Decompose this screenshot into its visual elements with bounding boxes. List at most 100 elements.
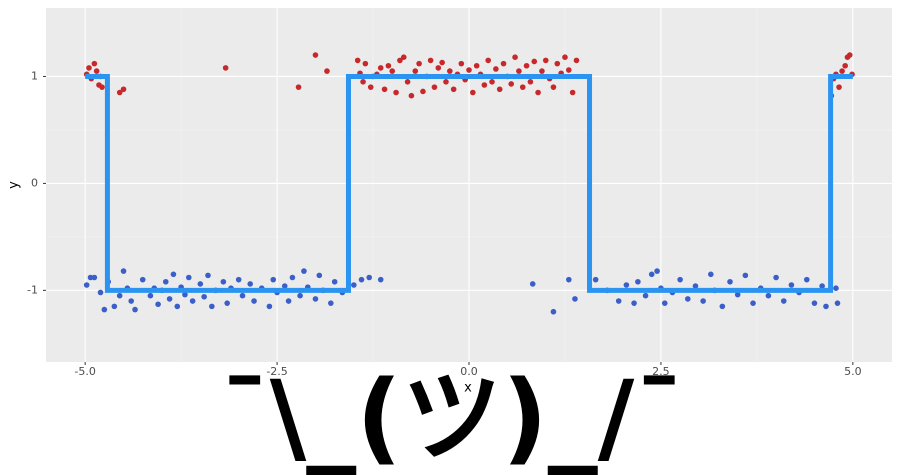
point (289, 274, 296, 281)
point (412, 68, 419, 74)
point (185, 274, 192, 281)
point (297, 292, 303, 299)
point (535, 89, 541, 96)
point (128, 298, 135, 304)
point (362, 60, 369, 67)
point (281, 283, 288, 289)
point (458, 60, 465, 67)
point (331, 278, 338, 285)
point (803, 276, 810, 283)
point (443, 78, 449, 85)
point (542, 57, 549, 64)
point (554, 60, 561, 67)
point (316, 272, 323, 279)
point (846, 52, 853, 58)
point (727, 278, 733, 285)
point (377, 276, 384, 283)
point (496, 86, 503, 93)
point (155, 301, 161, 308)
point (251, 298, 257, 304)
point (99, 84, 105, 90)
point (427, 57, 434, 64)
point (381, 86, 388, 93)
point (642, 292, 649, 299)
point (531, 58, 538, 65)
point (201, 293, 207, 300)
point (393, 89, 399, 96)
point (684, 296, 691, 302)
point (404, 78, 411, 85)
point (833, 285, 839, 292)
point (527, 78, 534, 85)
point (439, 59, 445, 66)
point (366, 274, 372, 281)
point (120, 86, 127, 93)
point (623, 282, 630, 288)
point (842, 62, 848, 69)
point (209, 303, 215, 310)
point (631, 300, 637, 306)
point (132, 306, 138, 313)
point (719, 303, 726, 310)
point (819, 283, 825, 289)
point (83, 282, 90, 288)
point (295, 84, 302, 90)
point (189, 298, 196, 304)
point (408, 92, 415, 99)
point (324, 68, 330, 74)
x-tick-label: 2.5 (652, 365, 670, 378)
point (377, 65, 384, 71)
point (823, 303, 829, 310)
point (700, 298, 706, 304)
point (301, 268, 307, 274)
point (400, 54, 407, 60)
point (205, 272, 211, 279)
point (162, 278, 169, 285)
point (91, 60, 98, 67)
point (512, 54, 518, 60)
point (312, 52, 319, 58)
point (566, 67, 572, 73)
point (811, 300, 818, 306)
x-axis-title: x (464, 381, 472, 396)
point (116, 292, 123, 299)
point (708, 271, 714, 278)
point (87, 274, 94, 281)
point (120, 268, 127, 274)
point (97, 289, 104, 296)
x-tick-label: 0.0 (460, 365, 478, 378)
point (788, 282, 795, 288)
point (648, 271, 655, 278)
point (485, 57, 491, 64)
point (516, 68, 522, 74)
point (367, 84, 374, 90)
point (312, 296, 319, 302)
point (139, 276, 146, 283)
point (493, 66, 499, 72)
step-line (85, 73, 853, 293)
point (661, 300, 668, 306)
point (489, 78, 495, 85)
point (239, 292, 246, 299)
point (839, 68, 845, 74)
point (166, 296, 173, 302)
point (780, 298, 787, 304)
point (354, 57, 361, 64)
point (573, 57, 580, 64)
point (481, 82, 488, 88)
point (247, 281, 254, 287)
point (91, 274, 98, 281)
point (101, 306, 108, 313)
y-axis-title: y (7, 181, 22, 189)
point (470, 89, 476, 96)
point (170, 271, 177, 278)
point (416, 60, 422, 67)
point (654, 268, 660, 274)
point (222, 65, 229, 71)
point (328, 300, 334, 306)
point (197, 281, 204, 287)
point (435, 65, 442, 71)
marks (83, 52, 855, 315)
point (285, 298, 292, 304)
